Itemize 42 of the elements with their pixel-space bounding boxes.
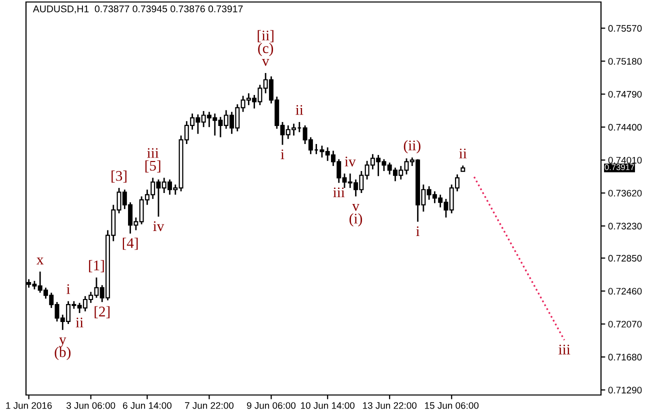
text: [1] (89, 260, 104, 272)
x-tick-label: 15 Jun 06:00 (425, 402, 479, 409)
text: (ii) (404, 140, 420, 154)
x-tick-label: 9 Jun 06:00 (246, 402, 296, 409)
y-tick-label: 0.74400 (608, 124, 642, 131)
x-tick-label: 1 Jun 2016 (6, 402, 52, 409)
text: x (36, 258, 44, 264)
x-tick-label: 13 Jun 22:00 (363, 402, 417, 409)
y-tick-label: 0.72460 (608, 288, 642, 295)
y-tick-label: 0.75180 (608, 58, 642, 65)
y-tick-label: 0.73230 (608, 222, 642, 230)
text: i (416, 226, 420, 236)
x-tick-label: 3 Jun 06:00 (66, 402, 116, 409)
text: iv (153, 221, 164, 232)
text: ii (76, 318, 84, 328)
text: [3] (112, 170, 126, 183)
chart-title: AUDUSD,H1 0.73877 0.73945 0.73876 0.73917 (32, 5, 243, 14)
text: y (b) (54, 337, 71, 360)
y-tick-label: 0.75570 (608, 25, 642, 32)
text: [2] (94, 306, 110, 318)
y-tick-label: 0.73620 (608, 190, 642, 197)
text: iii [5] (145, 148, 160, 172)
text: iii (333, 187, 345, 198)
text: i (280, 149, 284, 160)
x-tick-label: 7 Jun 22:00 (185, 402, 234, 409)
x-tick-label: 10 Jun 14:00 (301, 402, 355, 409)
text: ii (296, 105, 304, 115)
y-tick-label: 0.71680 (608, 354, 642, 360)
text: [4] (122, 238, 138, 250)
text: iv (344, 156, 356, 166)
text: v (i) (350, 204, 362, 226)
y-tick-label: 0.72070 (608, 320, 642, 328)
text: i (66, 284, 70, 294)
y-tick-label: 0.74790 (608, 90, 642, 98)
text: ii (459, 148, 467, 158)
data-label: iii (558, 344, 570, 354)
text: 0.73917 (604, 164, 634, 170)
y-tick-label: 0.74010 (608, 156, 642, 164)
y-tick-label: 0.71290 (608, 386, 642, 394)
text: [ii] (c) v (258, 30, 274, 66)
y-tick-label: 0.72850 (608, 254, 642, 262)
x-tick-label: 6 Jun 14:00 (123, 402, 172, 409)
